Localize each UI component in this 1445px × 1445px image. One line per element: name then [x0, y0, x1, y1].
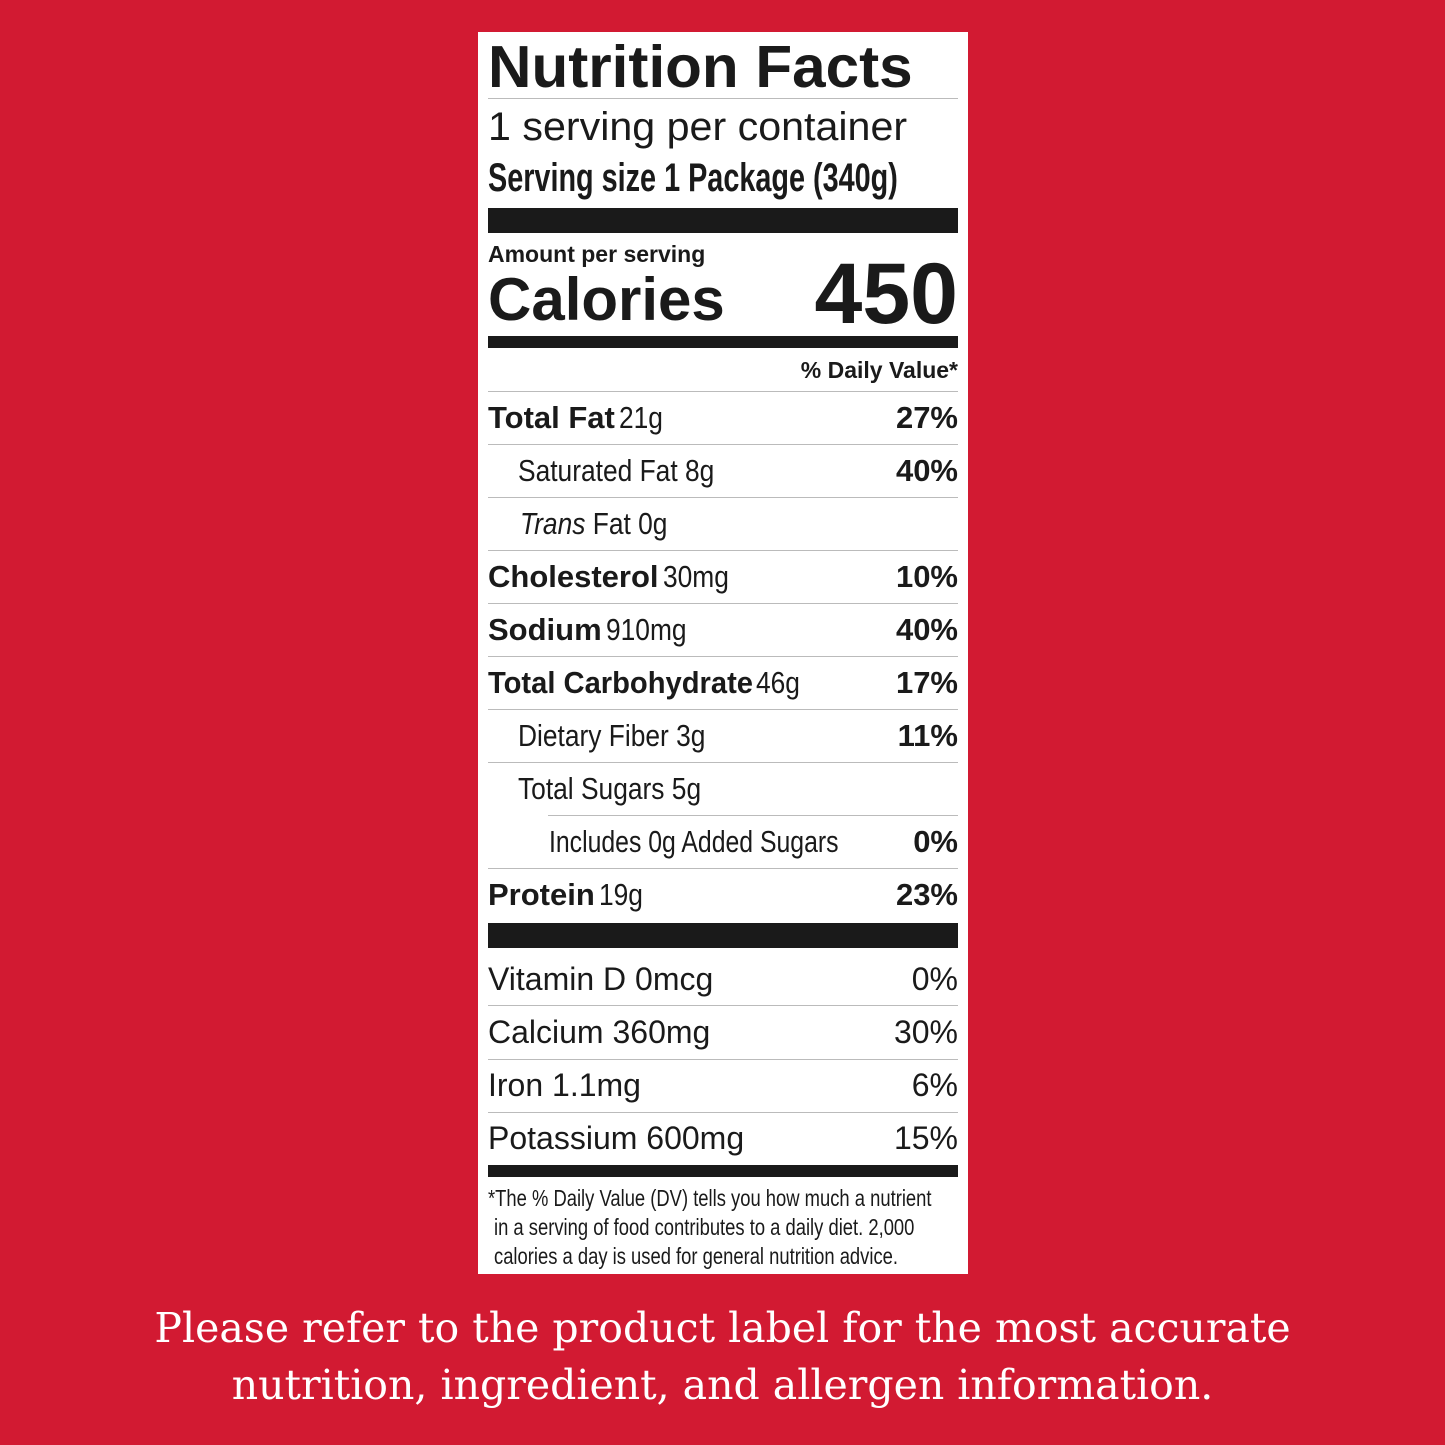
- footnote-line: in a serving of food contributes to a da…: [494, 1214, 915, 1240]
- divider: [488, 497, 958, 498]
- thick-divider: [488, 208, 958, 233]
- servings-per-container: 1 serving per container: [488, 104, 958, 150]
- divider: [488, 762, 958, 763]
- vitamin-row-vitamin-d: Vitamin D 0mcg 0%: [488, 953, 958, 1005]
- divider: [488, 391, 958, 392]
- nutrient-name: Fat 0g: [585, 506, 668, 541]
- servings-text: 1 serving per container: [488, 105, 908, 149]
- serving-size-text: Serving size 1 Package (340g): [488, 156, 898, 200]
- disclaimer-line: Please refer to the product label for th…: [154, 1304, 1291, 1352]
- medium-divider: [488, 336, 958, 348]
- disclaimer-line: nutrition, ingredient, and allergen info…: [231, 1361, 1214, 1409]
- nutrient-dv: 0%: [913, 824, 958, 859]
- vitamin-name: Vitamin D 0mcg: [488, 960, 714, 997]
- nutrient-dv: 11%: [897, 718, 958, 753]
- nutrient-row-total-fat: Total Fat 21g 27%: [488, 392, 958, 444]
- divider: [488, 656, 958, 657]
- calories-label: Calories: [488, 266, 725, 333]
- calories-value: 450: [814, 246, 959, 342]
- vitamin-name: Calcium 360mg: [488, 1013, 711, 1050]
- nutrient-dv: 23%: [895, 877, 958, 912]
- label-title: Nutrition Facts: [488, 34, 958, 100]
- nutrient-amount: 46g: [756, 665, 801, 700]
- serving-size: Serving size 1 Package (340g): [488, 154, 958, 202]
- nutrient-name: Protein: [488, 877, 595, 912]
- nutrient-name: Saturated Fat 8g: [518, 453, 715, 488]
- nutrient-row-protein: Protein 19g 23%: [488, 869, 958, 921]
- footnote-line: *The % Daily Value (DV) tells you how mu…: [488, 1185, 932, 1211]
- nutrient-amount: 21g: [619, 400, 664, 435]
- nutrition-facts-label: Nutrition Facts 1 serving per container …: [478, 32, 968, 1274]
- vitamin-dv: 30%: [893, 1013, 958, 1050]
- vitamin-name: Potassium 600mg: [488, 1119, 745, 1156]
- nutrient-dv: 40%: [895, 453, 958, 488]
- nutrient-dv: 27%: [895, 400, 958, 435]
- nutrient-name: Dietary Fiber 3g: [518, 718, 706, 753]
- vitamin-row-iron: Iron 1.1mg 6%: [488, 1059, 958, 1111]
- medium-divider: [488, 1165, 958, 1177]
- nutrient-name: Includes 0g Added Sugars: [549, 824, 839, 859]
- divider: [488, 1059, 958, 1060]
- daily-value-header: % Daily Value*: [800, 357, 958, 383]
- nutrient-row-sodium: Sodium 910mg 40%: [488, 604, 958, 656]
- nutrient-name: Total Fat: [488, 400, 615, 435]
- vitamin-dv: 6%: [911, 1066, 958, 1103]
- divider: [488, 868, 958, 869]
- vitamin-dv: 0%: [911, 960, 958, 997]
- divider: [488, 98, 958, 99]
- nutrient-name: Cholesterol: [488, 559, 659, 594]
- nutrient-row-total-carbohydrate: Total Carbohydrate 46g 17%: [488, 657, 958, 709]
- calories-row: Calories 450: [488, 246, 959, 342]
- nutrient-row-added-sugars: Includes 0g Added Sugars 0%: [488, 816, 958, 868]
- vitamin-row-calcium: Calcium 360mg 30%: [488, 1006, 958, 1058]
- vitamin-row-potassium: Potassium 600mg 15%: [488, 1112, 958, 1164]
- vitamin-dv: 15%: [893, 1119, 958, 1156]
- divider: [488, 1112, 958, 1113]
- divider: [488, 1005, 958, 1006]
- nutrient-amount: 910mg: [606, 612, 687, 647]
- divider: [488, 603, 958, 604]
- nutrient-row-saturated-fat: Saturated Fat 8g 40%: [488, 445, 958, 497]
- vitamin-name: Iron 1.1mg: [488, 1066, 641, 1103]
- nutrient-name: Total Carbohydrate: [488, 665, 753, 700]
- divider: [548, 815, 958, 816]
- divider: [488, 444, 958, 445]
- nutrient-amount: 30mg: [662, 559, 729, 594]
- nutrient-amount: 19g: [599, 877, 644, 912]
- nutrient-row-dietary-fiber: Dietary Fiber 3g 11%: [488, 710, 958, 762]
- nutrient-row-total-sugars: Total Sugars 5g: [488, 763, 958, 815]
- nutrient-dv: 17%: [895, 665, 958, 700]
- divider: [488, 709, 958, 710]
- nutrient-name-italic: Trans: [520, 506, 586, 541]
- nutrient-name: Total Sugars 5g: [518, 771, 702, 806]
- divider: [488, 550, 958, 551]
- footnote-line: calories a day is used for general nutri…: [494, 1243, 899, 1269]
- nutrient-name: Sodium: [488, 612, 602, 647]
- nutrient-dv: 10%: [895, 559, 958, 594]
- nutrient-row-trans-fat: Trans Fat 0g: [488, 498, 958, 550]
- label-title-text: Nutrition Facts: [488, 34, 913, 100]
- amount-per-serving: Amount per serving: [488, 241, 706, 267]
- nutrient-dv: 40%: [895, 612, 958, 647]
- footnote: *The % Daily Value (DV) tells you how mu…: [488, 1184, 958, 1271]
- nutrient-row-cholesterol: Cholesterol 30mg 10%: [488, 551, 958, 603]
- thick-divider: [488, 923, 958, 948]
- disclaimer: Please refer to the product label for th…: [0, 1300, 1445, 1414]
